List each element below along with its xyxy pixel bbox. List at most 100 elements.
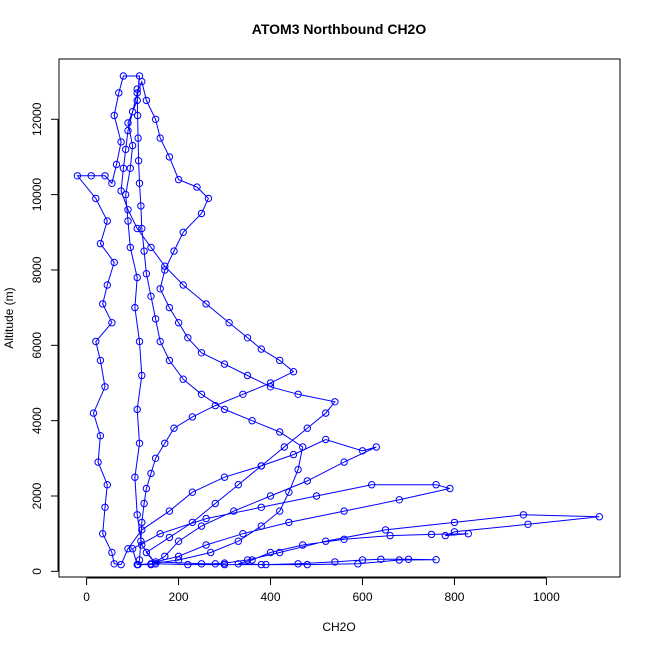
data-point bbox=[441, 531, 449, 540]
data-point bbox=[96, 239, 105, 248]
data-point bbox=[151, 454, 160, 462]
data-point bbox=[230, 507, 238, 515]
data-point bbox=[450, 518, 459, 527]
data-point bbox=[92, 194, 100, 203]
data-point bbox=[131, 303, 139, 312]
data-point bbox=[211, 499, 220, 508]
data-point bbox=[133, 111, 142, 120]
data-point bbox=[204, 194, 213, 203]
data-point bbox=[126, 243, 135, 252]
x-axis-label: CH2O bbox=[322, 620, 355, 634]
data-layer bbox=[73, 72, 603, 569]
data-point bbox=[117, 560, 125, 569]
data-point bbox=[220, 560, 229, 569]
data-point bbox=[358, 556, 367, 564]
data-point bbox=[165, 303, 174, 312]
y-tick-label: 4000 bbox=[30, 407, 44, 434]
data-point bbox=[257, 345, 265, 353]
data-point bbox=[188, 518, 197, 527]
data-point bbox=[184, 560, 192, 569]
data-point bbox=[87, 172, 95, 180]
data-point bbox=[289, 368, 298, 376]
data-point bbox=[179, 281, 187, 289]
data-point bbox=[257, 522, 265, 530]
data-point bbox=[138, 77, 146, 86]
data-point bbox=[266, 379, 275, 387]
data-point bbox=[147, 243, 155, 252]
data-point bbox=[294, 390, 302, 398]
data-point bbox=[372, 443, 380, 451]
data-point bbox=[450, 528, 459, 536]
data-point bbox=[137, 202, 145, 210]
data-point bbox=[464, 530, 472, 538]
data-point bbox=[138, 224, 146, 233]
data-point bbox=[211, 560, 220, 568]
data-point bbox=[427, 530, 436, 539]
data-point bbox=[165, 153, 174, 161]
y-tick-label: 6000 bbox=[30, 332, 44, 359]
data-point bbox=[124, 126, 132, 135]
data-point bbox=[126, 164, 135, 173]
plot-frame bbox=[58, 58, 621, 578]
data-point bbox=[128, 545, 137, 553]
data-point bbox=[340, 458, 348, 466]
data-point bbox=[432, 481, 440, 489]
data-point bbox=[151, 558, 160, 566]
data-point bbox=[303, 560, 311, 569]
y-tick-label: 0 bbox=[30, 568, 44, 575]
data-point bbox=[92, 337, 100, 346]
data-point bbox=[280, 443, 288, 451]
data-point bbox=[197, 209, 206, 218]
data-point bbox=[133, 511, 141, 519]
data-point bbox=[248, 417, 256, 425]
data-point bbox=[99, 530, 107, 538]
data-point bbox=[395, 556, 403, 564]
data-point bbox=[294, 560, 302, 568]
data-point bbox=[108, 179, 116, 188]
data-point bbox=[243, 556, 252, 564]
data-point bbox=[446, 484, 454, 493]
data-point bbox=[101, 383, 109, 391]
data-point bbox=[96, 356, 105, 365]
data-point bbox=[285, 518, 293, 527]
data-point bbox=[303, 477, 311, 485]
data-point bbox=[174, 556, 183, 564]
data-point bbox=[386, 531, 394, 540]
data-point bbox=[432, 556, 440, 564]
data-point bbox=[331, 558, 339, 566]
data-point bbox=[101, 503, 109, 511]
data-point bbox=[595, 513, 603, 521]
data-point bbox=[266, 548, 275, 557]
data-point bbox=[161, 266, 169, 274]
data-point bbox=[519, 511, 528, 519]
data-point bbox=[174, 319, 183, 327]
data-point bbox=[142, 484, 151, 493]
data-point bbox=[161, 552, 169, 560]
data-point bbox=[128, 108, 137, 116]
data-point bbox=[243, 334, 252, 342]
data-point bbox=[134, 157, 143, 165]
x-axis: 0 200 400 600 800 1000 bbox=[83, 577, 560, 604]
data-point bbox=[276, 356, 284, 365]
data-point bbox=[133, 405, 141, 414]
data-point bbox=[197, 560, 206, 568]
data-point bbox=[234, 481, 243, 489]
data-point bbox=[248, 556, 256, 564]
y-axis-label: Altitude (m) bbox=[2, 287, 16, 348]
data-point bbox=[122, 190, 130, 199]
data-point bbox=[117, 187, 125, 195]
x-tick-label: 0 bbox=[83, 590, 90, 604]
data-point bbox=[220, 473, 229, 481]
data-point bbox=[151, 560, 160, 568]
series-line bbox=[76, 75, 600, 566]
data-point bbox=[202, 541, 210, 549]
data-point bbox=[119, 164, 128, 173]
data-point bbox=[395, 496, 403, 504]
data-point bbox=[161, 262, 169, 270]
data-point bbox=[133, 224, 141, 233]
data-point bbox=[299, 541, 307, 549]
data-point bbox=[89, 409, 98, 417]
data-point bbox=[404, 555, 413, 563]
data-point bbox=[156, 134, 164, 142]
data-point bbox=[234, 537, 243, 545]
